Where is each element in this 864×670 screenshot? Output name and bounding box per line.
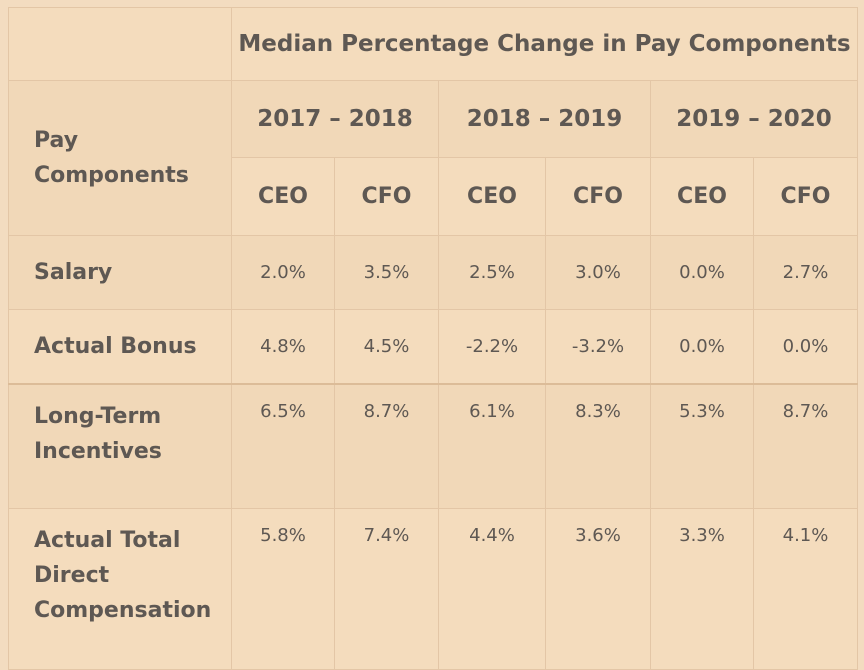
period-header: 2019 – 2020 [650, 80, 858, 158]
period-header: 2018 – 2019 [438, 80, 651, 158]
table-row: Long-Term Incentives 6.5% 8.7% 6.1% 8.3%… [8, 383, 858, 509]
role-header: CFO [545, 157, 651, 236]
value-cell: 0.0% [650, 309, 754, 385]
table-row: Actual Total Direct Compensation 5.8% 7.… [8, 508, 858, 670]
value-cell: 4.1% [753, 508, 858, 670]
value-cell: 8.7% [334, 383, 439, 509]
table-row: Actual Bonus 4.8% 4.5% -2.2% -3.2% 0.0% … [8, 309, 858, 385]
pay-components-table: Median Percentage Change in Pay Componen… [8, 7, 858, 670]
value-cell: 0.0% [650, 235, 754, 310]
value-cell: 4.5% [334, 309, 439, 385]
row-label: Long-Term Incentives [8, 383, 232, 509]
value-cell: 2.0% [231, 235, 335, 310]
row-label: Actual Total Direct Compensation [8, 508, 232, 670]
role-header: CEO [231, 157, 335, 236]
role-header: CEO [650, 157, 754, 236]
value-cell: 3.3% [650, 508, 754, 670]
value-cell: 6.1% [438, 383, 546, 509]
value-cell: 8.7% [753, 383, 858, 509]
value-cell: 4.8% [231, 309, 335, 385]
row-label: Salary [8, 235, 232, 310]
table-title: Median Percentage Change in Pay Componen… [231, 7, 858, 81]
corner-cell [8, 7, 232, 81]
value-cell: -3.2% [545, 309, 651, 385]
value-cell: 0.0% [753, 309, 858, 385]
value-cell: -2.2% [438, 309, 546, 385]
value-cell: 4.4% [438, 508, 546, 670]
value-cell: 3.5% [334, 235, 439, 310]
value-cell: 2.5% [438, 235, 546, 310]
role-header: CFO [334, 157, 439, 236]
value-cell: 3.0% [545, 235, 651, 310]
row-label: Actual Bonus [8, 309, 232, 385]
role-header: CEO [438, 157, 546, 236]
value-cell: 3.6% [545, 508, 651, 670]
value-cell: 8.3% [545, 383, 651, 509]
role-header: CFO [753, 157, 858, 236]
value-cell: 6.5% [231, 383, 335, 509]
value-cell: 7.4% [334, 508, 439, 670]
table-row: Salary 2.0% 3.5% 2.5% 3.0% 0.0% 2.7% [8, 235, 858, 310]
period-header: 2017 – 2018 [231, 80, 439, 158]
value-cell: 5.8% [231, 508, 335, 670]
value-cell: 5.3% [650, 383, 754, 509]
row-header: Pay Components [8, 80, 232, 236]
value-cell: 2.7% [753, 235, 858, 310]
